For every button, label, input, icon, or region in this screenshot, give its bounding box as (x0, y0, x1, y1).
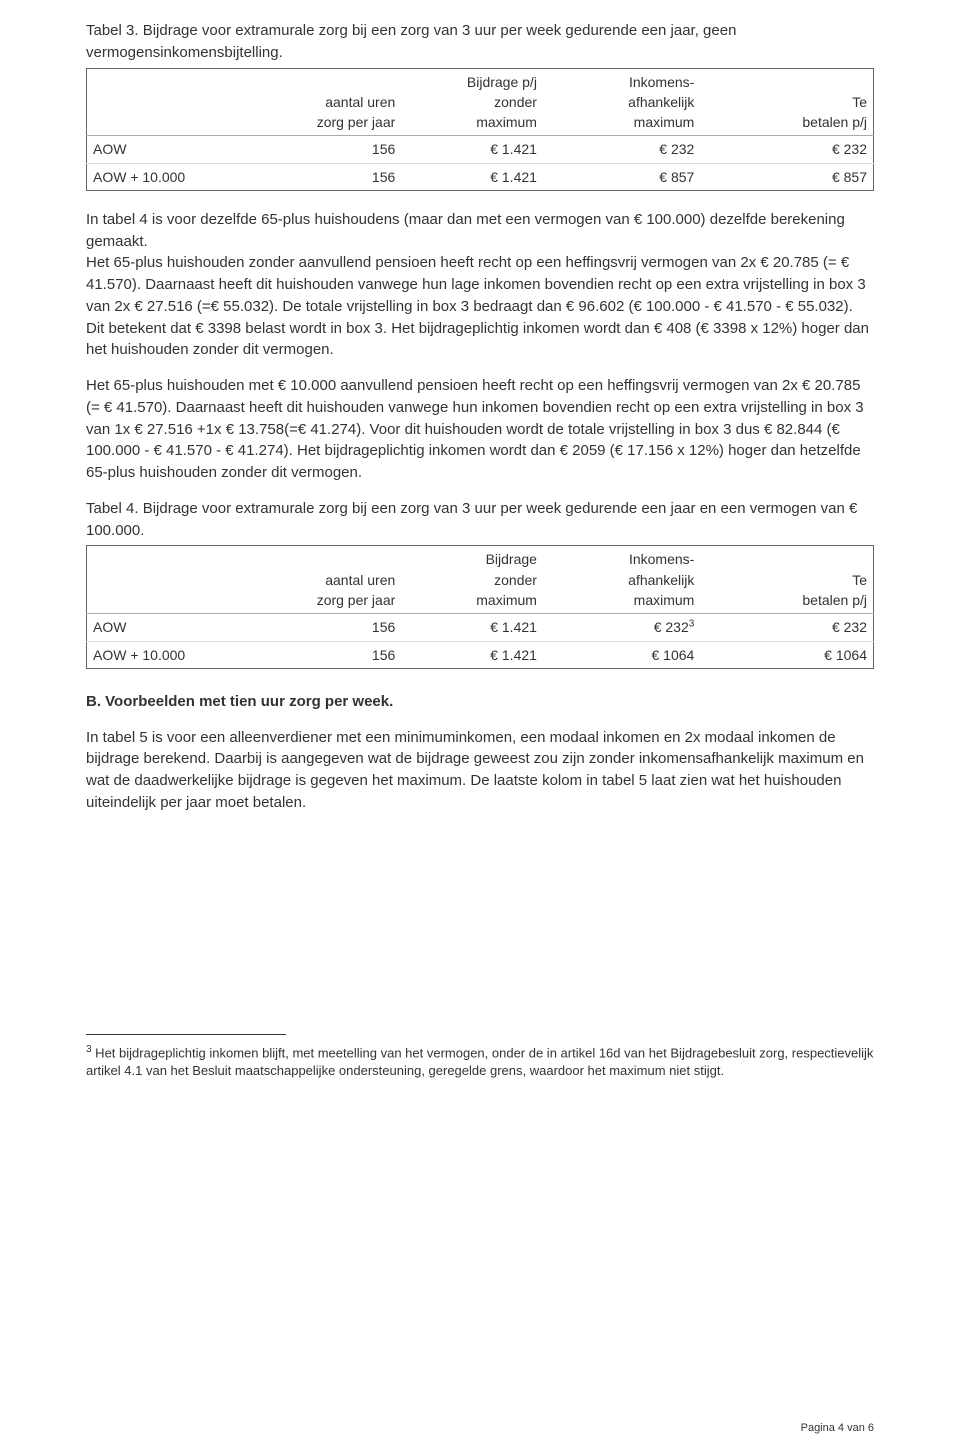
t3-h1 (87, 68, 260, 136)
cell: € 857 (543, 163, 700, 190)
cell: € 1.421 (401, 136, 543, 163)
t3-h2: aantal urenzorg per jaar (260, 68, 402, 136)
t4-h5: Tebetalen p/j (700, 546, 873, 614)
t4-h3: Bijdragezondermaximum (401, 546, 543, 614)
footnote-ref: 3 (689, 619, 695, 630)
cell: € 1064 (543, 641, 700, 668)
cell: AOW (87, 136, 260, 163)
footnote: 3 Het bijdrageplichtig inkomen blijft, m… (86, 1043, 874, 1079)
cell: € 2323 (543, 614, 700, 641)
footnote-rule (86, 1034, 286, 1035)
cell: € 1064 (700, 641, 873, 668)
paragraph-1: In tabel 4 is voor dezelfde 65-plus huis… (86, 209, 874, 253)
table3-caption: Tabel 3. Bijdrage voor extramurale zorg … (86, 20, 874, 64)
table3: aantal urenzorg per jaar Bijdrage p/jzon… (86, 68, 874, 191)
cell: AOW + 10.000 (87, 163, 260, 190)
page-number: Pagina 4 van 6 (801, 1421, 874, 1437)
paragraph-4: In tabel 5 is voor een alleenverdiener m… (86, 727, 874, 814)
footnote-text: Het bijdrageplichtig inkomen blijft, met… (86, 1045, 873, 1078)
table-row: AOW + 10.000 156 € 1.421 € 857 € 857 (87, 163, 874, 190)
paragraph-3: Het 65-plus huishouden met € 10.000 aanv… (86, 375, 874, 484)
t3-h5: Tebetalen p/j (700, 68, 873, 136)
table4-caption: Tabel 4. Bijdrage voor extramurale zorg … (86, 498, 874, 542)
t4-h2: aantal urenzorg per jaar (260, 546, 402, 614)
cell: 156 (260, 614, 402, 641)
cell: € 857 (700, 163, 873, 190)
cell: € 232 (700, 614, 873, 641)
cell: € 232 (700, 136, 873, 163)
cell: 156 (260, 136, 402, 163)
section-b-heading: B. Voorbeelden met tien uur zorg per wee… (86, 691, 874, 713)
t3-h4: Inkomens-afhankelijkmaximum (543, 68, 700, 136)
cell: 156 (260, 163, 402, 190)
paragraph-2: Het 65-plus huishouden zonder aanvullend… (86, 252, 874, 361)
cell: € 1.421 (401, 641, 543, 668)
table-row: AOW 156 € 1.421 € 2323 € 232 (87, 614, 874, 641)
cell: € 232 (543, 136, 700, 163)
section-b-title: B. Voorbeelden met tien uur zorg per wee… (86, 693, 393, 710)
cell-val: € 232 (654, 619, 689, 635)
table4: aantal urenzorg per jaar Bijdragezonderm… (86, 545, 874, 668)
t3-h3: Bijdrage p/jzondermaximum (401, 68, 543, 136)
t4-h4: Inkomens-afhankelijkmaximum (543, 546, 700, 614)
cell: € 1.421 (401, 614, 543, 641)
table-row: AOW 156 € 1.421 € 232 € 232 (87, 136, 874, 163)
t4-h1 (87, 546, 260, 614)
cell: 156 (260, 641, 402, 668)
cell: € 1.421 (401, 163, 543, 190)
cell: AOW + 10.000 (87, 641, 260, 668)
table-row: AOW + 10.000 156 € 1.421 € 1064 € 1064 (87, 641, 874, 668)
cell: AOW (87, 614, 260, 641)
